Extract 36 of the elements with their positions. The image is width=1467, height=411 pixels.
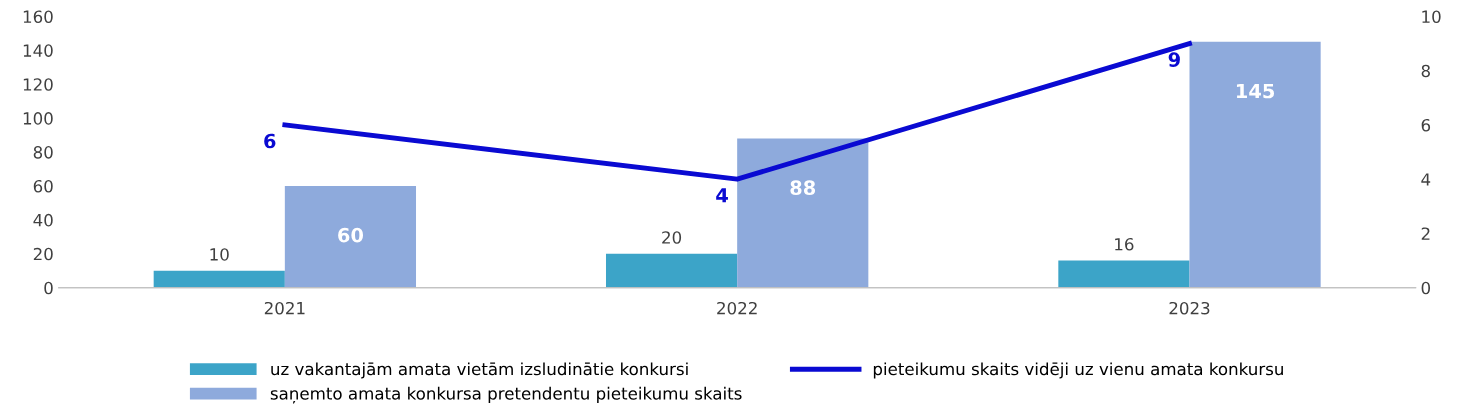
x-tick-label: 2022	[717, 301, 757, 315]
data-label: 20	[662, 231, 682, 244]
y-tick-label: 20	[33, 247, 53, 261]
data-label: 6	[264, 133, 276, 149]
legend-label: uz vakantajām amata vietām izsludinātie konkursi	[271, 362, 688, 379]
y-tick-label: 140	[23, 44, 53, 57]
bar	[1189, 41, 1321, 288]
y-tick-label: 100	[23, 112, 53, 125]
y-tick-label: 60	[33, 179, 53, 193]
data-label: 10	[210, 248, 229, 261]
data-label: 88	[790, 180, 816, 196]
data-label: 60	[338, 227, 364, 243]
y2-tick-label: 6	[1421, 118, 1431, 132]
y-tick-label: 160	[23, 10, 53, 24]
data-label: 145	[1236, 83, 1275, 99]
data-label: 4	[716, 188, 728, 203]
x-tick-label: 2021	[264, 301, 305, 315]
bar	[284, 185, 417, 288]
y2-tick-label: 0	[1421, 281, 1431, 295]
y2-tick-label: 2	[1421, 227, 1430, 240]
bar	[1058, 260, 1190, 288]
y-tick-label: 0	[44, 281, 53, 295]
y2-tick-label: 10	[1422, 10, 1441, 24]
x-tick-label: 2023	[1169, 301, 1210, 315]
y-tick-label: 80	[33, 146, 53, 159]
bar	[153, 270, 285, 288]
y-tick-label: 40	[33, 213, 53, 227]
y-tick-label: 120	[23, 78, 53, 91]
bar	[605, 253, 738, 288]
legend-label: saņemto amata konkursa pretendentu pieteikumu skaits	[270, 386, 742, 404]
y2-tick-label: 4	[1421, 173, 1431, 186]
bar	[737, 138, 869, 288]
legend-label: pieteikumu skaits vidēji uz vienu amata konkursu	[873, 362, 1283, 379]
y2-tick-label: 8	[1421, 64, 1430, 78]
data-label: 9	[1168, 52, 1180, 67]
data-label: 16	[1115, 237, 1134, 251]
